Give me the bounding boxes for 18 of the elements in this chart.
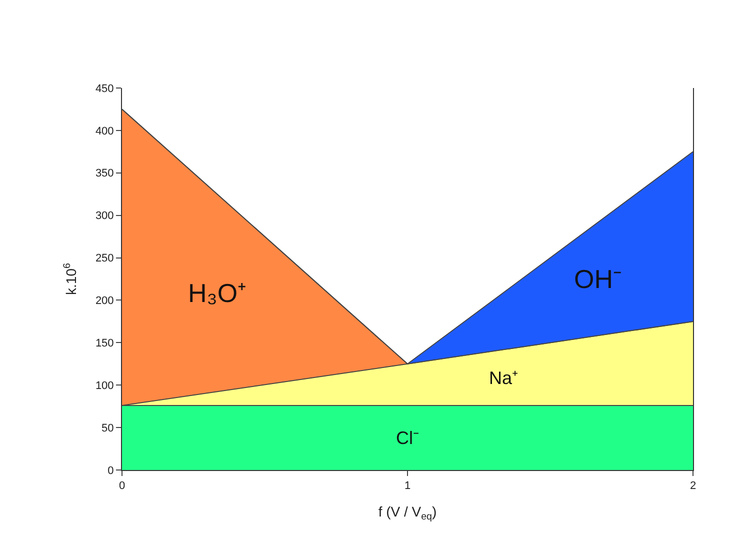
series-label: H₃O⁺: [188, 278, 247, 308]
y-tick-label: 50: [102, 422, 114, 434]
y-tick-label: 300: [95, 210, 114, 222]
x-tick-label: 1: [404, 480, 411, 492]
y-tick-label: 200: [95, 295, 114, 308]
y-tick-label: 350: [95, 168, 114, 180]
x-axis-title: f (V / V$_{eq}$): [378, 504, 437, 522]
series-label: Cl⁻: [396, 428, 419, 448]
x-tick-label: 2: [690, 480, 696, 492]
y-tick-label: 0: [108, 464, 114, 477]
y-tick-label: 450: [95, 82, 114, 95]
series-label: OH⁻: [574, 264, 622, 294]
series-label: Na⁺: [489, 368, 518, 388]
y-tick-label: 150: [95, 338, 114, 350]
y-tick-label: 400: [95, 125, 114, 138]
y-tick-label: 250: [95, 252, 114, 265]
y-tick-label: 100: [95, 380, 114, 392]
x-tick-label: 0: [118, 480, 126, 492]
